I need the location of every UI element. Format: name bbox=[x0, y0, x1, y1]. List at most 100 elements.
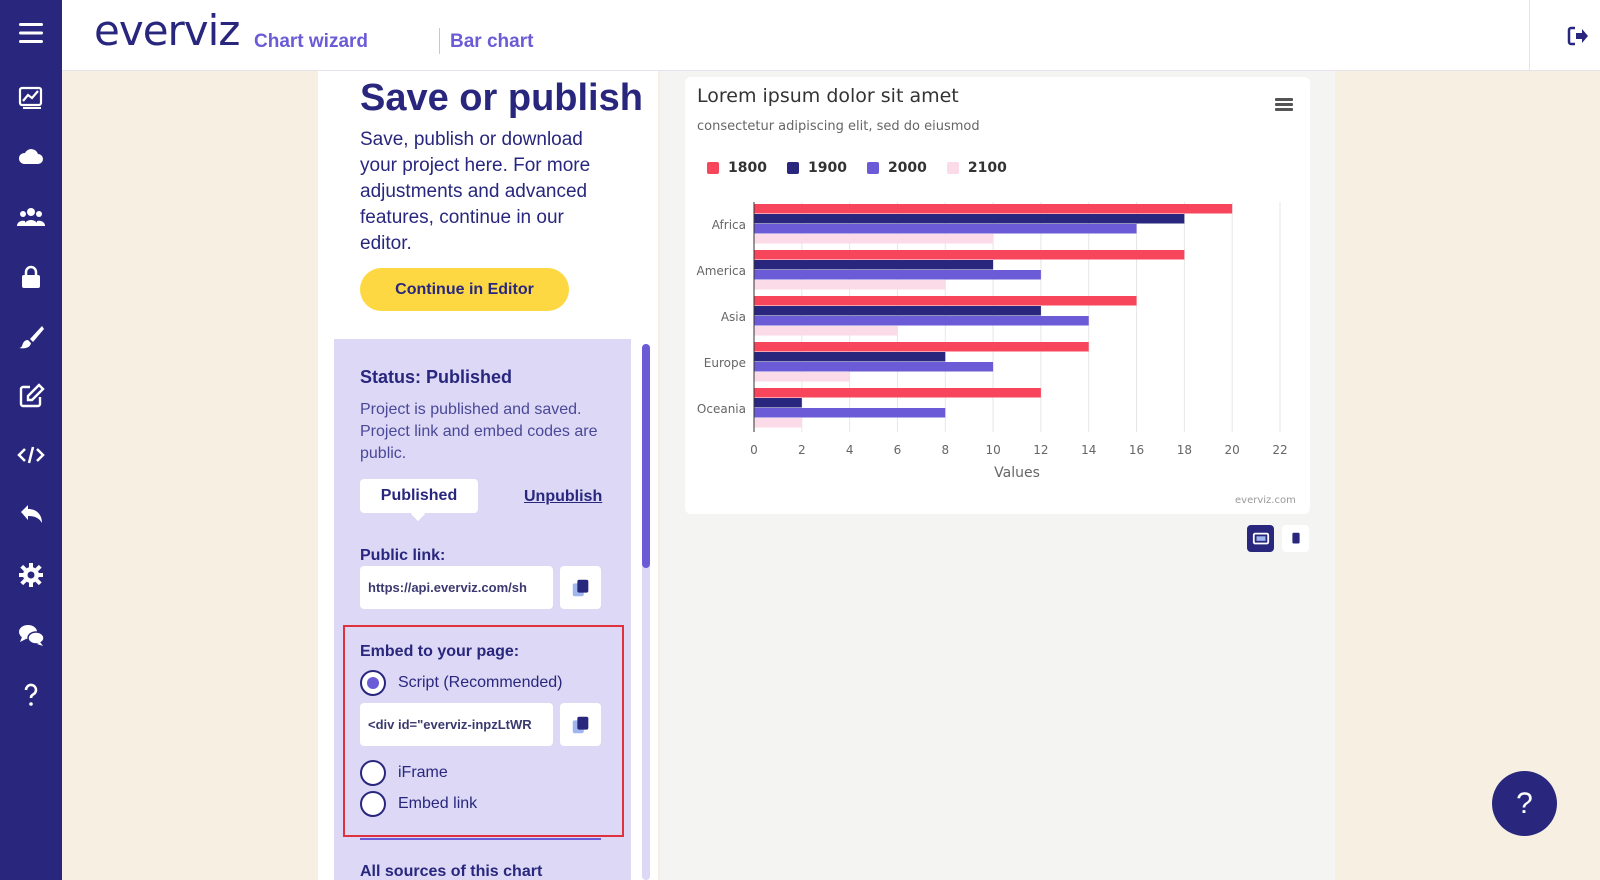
menu-icon[interactable] bbox=[0, 7, 62, 59]
copy-icon bbox=[572, 579, 588, 596]
embed-option-label: Script (Recommended) bbox=[398, 674, 563, 691]
embed-option-label: Embed link bbox=[398, 795, 478, 812]
legend-item[interactable]: 1900 bbox=[786, 160, 847, 176]
bar-1900 bbox=[754, 214, 1185, 224]
bar-2000 bbox=[754, 316, 1089, 326]
copy-embed-code-button[interactable] bbox=[560, 703, 601, 746]
lock-icon[interactable] bbox=[0, 251, 62, 303]
bar-2100 bbox=[754, 234, 994, 244]
page-title: Save or publish bbox=[360, 77, 643, 119]
bar-2000 bbox=[754, 224, 1137, 234]
chart-menu-icon[interactable] bbox=[1273, 95, 1295, 113]
x-tick-label: 8 bbox=[941, 443, 949, 457]
mobile-icon bbox=[1291, 532, 1300, 543]
bar-1800 bbox=[754, 388, 1041, 398]
bar-2100 bbox=[754, 280, 946, 290]
x-tick-label: 12 bbox=[1033, 443, 1048, 457]
undo-icon[interactable] bbox=[0, 489, 62, 541]
charts-icon[interactable] bbox=[0, 71, 62, 123]
embed-option-script[interactable]: Script (Recommended) bbox=[360, 670, 563, 696]
legend-item[interactable]: 2100 bbox=[946, 160, 1007, 176]
breadcrumb-bar-chart[interactable]: Bar chart bbox=[450, 31, 534, 52]
legend-label: 1800 bbox=[728, 160, 767, 176]
cloud-icon[interactable] bbox=[0, 131, 62, 183]
next-section-heading: All sources of this chart bbox=[360, 863, 543, 880]
status-description: Project is published and saved. Project … bbox=[360, 401, 598, 462]
x-tick-label: 18 bbox=[1177, 443, 1192, 457]
legend-item[interactable]: 2000 bbox=[866, 160, 927, 176]
panel-scrollbar-thumb[interactable] bbox=[642, 344, 650, 568]
icon-sidebar bbox=[0, 0, 62, 880]
axis-title: Values bbox=[994, 465, 1040, 481]
desktop-view-button[interactable] bbox=[1247, 525, 1274, 552]
embed-option-label: iFrame bbox=[398, 764, 448, 781]
bar-2000 bbox=[754, 270, 1041, 280]
category-label: Oceania bbox=[697, 402, 746, 416]
chart-card: Lorem ipsum dolor sit amet consectetur a… bbox=[685, 77, 1310, 514]
chart-subtitle: consectetur adipiscing elit, sed do eius… bbox=[697, 119, 980, 134]
brush-icon[interactable] bbox=[0, 311, 62, 363]
bar-2000 bbox=[754, 408, 946, 418]
code-icon[interactable] bbox=[0, 429, 62, 481]
x-tick-label: 2 bbox=[798, 443, 806, 457]
bar-1800 bbox=[754, 342, 1089, 352]
x-tick-label: 0 bbox=[750, 443, 758, 457]
x-tick-label: 4 bbox=[846, 443, 854, 457]
desktop-icon bbox=[1252, 532, 1269, 544]
bar-1900 bbox=[754, 352, 946, 362]
legend-item[interactable]: 1800 bbox=[707, 160, 767, 176]
bar-1800 bbox=[754, 204, 1233, 214]
mobile-view-button[interactable] bbox=[1282, 525, 1309, 552]
breadcrumb-separator bbox=[439, 28, 440, 54]
bar-chart: 0 2 4 6 8 10 12 14 16 18 20 22 Africa America Asia Euro… bbox=[697, 202, 1288, 481]
unpublish-link[interactable]: Unpublish bbox=[524, 488, 603, 505]
continue-in-editor-button[interactable]: Continue in Editor bbox=[360, 268, 569, 311]
public-link-label: Public link: bbox=[360, 547, 446, 564]
team-icon[interactable] bbox=[0, 191, 62, 243]
radio-button[interactable] bbox=[360, 791, 386, 817]
radio-button-selected[interactable] bbox=[360, 670, 386, 696]
category-label: Europe bbox=[704, 356, 746, 370]
bar-1900 bbox=[754, 260, 994, 270]
legend-label: 2100 bbox=[967, 160, 1007, 176]
panel-scrollbar-track[interactable] bbox=[642, 344, 650, 880]
bar-1800 bbox=[754, 250, 1185, 260]
chart-credit[interactable]: everviz.com bbox=[1235, 495, 1296, 506]
embed-highlight-box bbox=[343, 625, 624, 837]
settings-icon[interactable] bbox=[0, 549, 62, 601]
public-link-field[interactable]: https://api.everviz.com/sh bbox=[360, 566, 553, 609]
bar-1800 bbox=[754, 296, 1137, 306]
bar-2000 bbox=[754, 362, 994, 372]
legend-swatch bbox=[946, 162, 959, 174]
everviz-logo[interactable]: everviz bbox=[94, 6, 240, 55]
x-tick-label: 14 bbox=[1081, 443, 1096, 457]
category-label: Asia bbox=[721, 310, 746, 324]
x-tick-label: 22 bbox=[1272, 443, 1287, 457]
published-button[interactable]: Published bbox=[360, 479, 478, 513]
copy-public-link-button[interactable] bbox=[560, 566, 601, 609]
edit-icon[interactable] bbox=[0, 370, 62, 422]
embed-option-embed-link[interactable]: Embed link bbox=[360, 791, 477, 817]
copy-icon bbox=[572, 716, 588, 733]
x-tick-label: 6 bbox=[894, 443, 902, 457]
embed-option-iframe[interactable]: iFrame bbox=[360, 760, 448, 786]
bar-2100 bbox=[754, 418, 802, 428]
legend-swatch bbox=[866, 162, 879, 174]
legend-swatch bbox=[786, 162, 799, 174]
page-description: Save, publish or download your project h… bbox=[360, 129, 591, 254]
breadcrumb-chart-wizard[interactable]: Chart wizard bbox=[254, 31, 369, 52]
help-icon[interactable] bbox=[0, 669, 62, 721]
bar-2100 bbox=[754, 372, 850, 382]
bar-2100 bbox=[754, 326, 898, 336]
save-publish-panel: Save or publish Save, publish or downloa… bbox=[318, 71, 658, 880]
legend-label: 2000 bbox=[887, 160, 927, 176]
embed-code-field[interactable]: <div id="everviz-inpzLtWR bbox=[360, 703, 553, 746]
publish-status-box: Status: Published Project is published a… bbox=[334, 339, 631, 880]
help-chat-button[interactable]: ? bbox=[1492, 771, 1557, 836]
status-title: Status: Published bbox=[360, 367, 513, 387]
radio-button[interactable] bbox=[360, 760, 386, 786]
x-tick-label: 10 bbox=[985, 443, 1000, 457]
logout-icon[interactable] bbox=[1562, 20, 1594, 52]
category-label: Africa bbox=[712, 218, 746, 232]
chat-icon[interactable] bbox=[0, 609, 62, 661]
